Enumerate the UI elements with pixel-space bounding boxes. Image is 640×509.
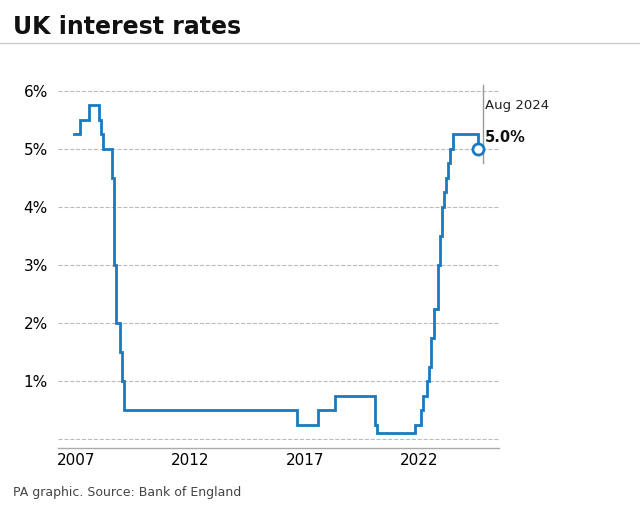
Text: Aug 2024: Aug 2024 [485,99,549,112]
Text: PA graphic. Source: Bank of England: PA graphic. Source: Bank of England [13,486,241,499]
Text: UK interest rates: UK interest rates [13,15,241,39]
Text: 5.0%: 5.0% [485,130,526,145]
